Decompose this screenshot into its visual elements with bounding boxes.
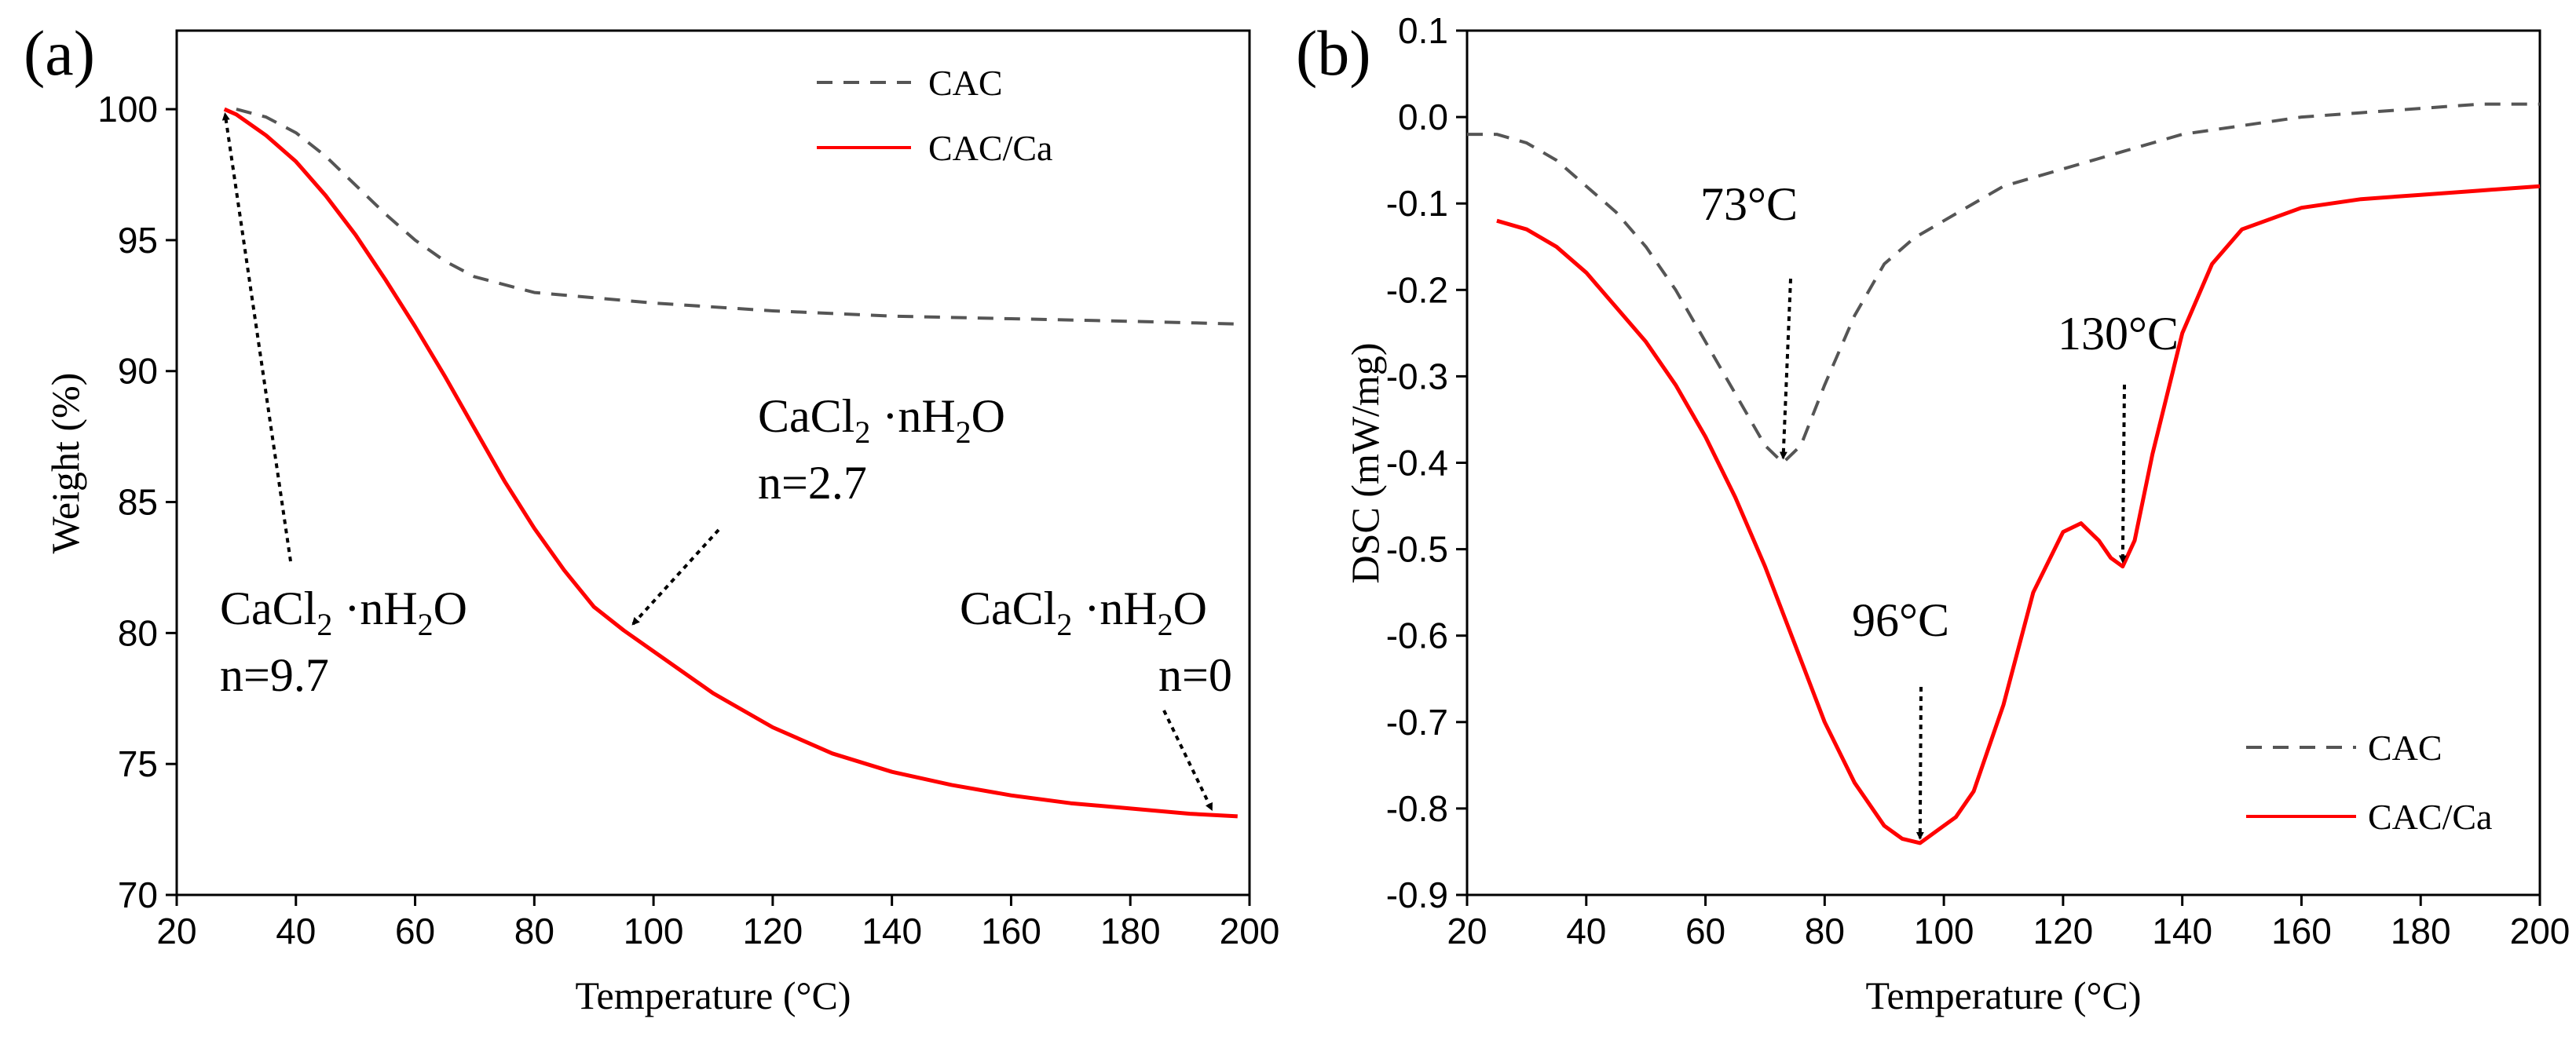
panel-b-label: (b) [1296,17,1371,89]
panel-b-x-tick-label: 140 [2152,911,2212,951]
panel-a-legend: CAC CAC/Ca [817,63,1052,168]
panel-b-x-tick-label: 200 [2510,911,2571,951]
panel-b-y-tick-label: -0.1 [1386,183,1448,224]
panel-a-annotation-2-arrow [631,528,720,626]
panel-b-x-tick-label: 100 [1914,911,1974,951]
panel-b-legend-label-cac-ca: CAC/Ca [2368,797,2492,837]
panel-a-label: (a) [24,17,95,89]
panel-b-annotation-96: 96°C [1852,594,1949,840]
panel-a-annotation-1: CaCl2 ·nH2O n=9.7 [220,112,467,701]
panel-a-ticks: 20 40 60 80 100 120 140 160 180 200 70 75 80 85 90 95 10… [97,89,1279,951]
panel-a-y-tick-label: 85 [118,482,158,523]
panel-b-y-tick-label: -0.9 [1386,875,1448,915]
panel-a-annotation-2-n: n=2.7 [758,457,867,509]
panel-a-chart: (a) 20 40 60 80 100 120 140 160 180 200 70 75 80 85 90… [24,17,1279,1017]
panel-a-frame [175,29,1251,896]
panel-b-x-tick-label: 80 [1805,911,1845,951]
panel-b-series-cac [1467,102,2540,465]
panel-b-annotation-130: 130°C [2058,308,2179,564]
panel-b-annotation-96-label: 96°C [1852,594,1949,646]
panel-a-y-tick-label: 95 [118,220,158,261]
panel-b-legend-label-cac: CAC [2368,728,2442,768]
panel-b-annotation-73-arrow [1779,278,1792,460]
panel-a-x-tick-label: 120 [743,911,803,951]
panel-b-y-tick-label: -0.5 [1386,529,1448,570]
panel-b-ticks: 20 40 60 80 100 120 140 160 180 200 -0.9 -0.8 -0.7 -0… [1386,10,2571,951]
panel-a-annotation-1-formula: CaCl2 ·nH2O [220,582,467,642]
panel-a-series-cac [236,108,1238,326]
panel-a-x-tick-label: 60 [395,911,435,951]
panel-b-x-tick-label: 180 [2391,911,2451,951]
panel-b-frame [1465,29,2541,896]
panel-b-y-tick-label: -0.3 [1386,356,1448,396]
panel-a-x-tick-label: 180 [1100,911,1161,951]
panel-a-annotation-1-n: n=9.7 [220,649,329,701]
panel-a-x-tick-label: 140 [862,911,922,951]
panel-b-y-tick-label: 0.0 [1398,97,1448,137]
panel-a-x-tick-label: 80 [514,911,554,951]
panel-a-annotation-3-formula: CaCl2 ·nH2O [960,582,1207,642]
panel-b-series-cac-ca [1496,184,2541,845]
panel-b-x-tick-label: 160 [2271,911,2332,951]
panel-a-y-tick-label: 75 [118,743,158,784]
panel-a-x-axis-title: Temperature (°C) [575,973,851,1017]
panel-b-y-axis-title: DSC (mW/mg) [1343,343,1387,584]
panel-b-annotation-73-label: 73°C [1700,178,1798,230]
panel-a-legend-label-cac: CAC [928,63,1003,103]
panel-a-annotation-3: CaCl2 ·nH2O n=0 [960,582,1232,812]
panel-b-x-tick-label: 40 [1566,911,1606,951]
panel-b-legend: CAC CAC/Ca [2246,728,2492,837]
panel-a-x-tick-label: 100 [624,911,684,951]
panel-a-annotation-3-n: n=0 [1158,649,1232,701]
panel-b-annotation-130-arrow [2118,384,2127,564]
panel-a-x-tick-label: 160 [981,911,1041,951]
panel-b-series [1467,102,2541,845]
panel-b-y-tick-label: -0.6 [1386,615,1448,656]
panel-a-annotation-1-arrow [221,112,292,562]
panel-b-annotation-96-arrow [1916,686,1924,840]
panel-a-legend-label-cac-ca: CAC/Ca [928,128,1052,168]
panel-a-annotation-2: CaCl2 ·nH2O n=2.7 [631,390,1005,626]
panel-b-y-tick-label: -0.8 [1386,788,1448,829]
panel-a-annotation-2-formula: CaCl2 ·nH2O [758,390,1005,450]
panel-b-annotation-130-label: 130°C [2058,308,2179,360]
panel-a-series-cac-ca [223,107,1238,819]
panel-a-y-tick-label: 100 [97,89,158,130]
panel-a-y-axis-title: Weight (%) [43,373,87,554]
panel-b-x-tick-label: 20 [1447,911,1487,951]
panel-b-y-tick-label: 0.1 [1398,10,1448,51]
panel-b-y-tick-label: -0.4 [1386,443,1448,484]
panel-a-y-tick-label: 90 [118,351,158,392]
panel-b-annotation-73: 73°C [1700,178,1798,460]
panel-a-y-tick-label: 80 [118,612,158,653]
panel-b-x-tick-label: 60 [1685,911,1725,951]
panel-a-series [223,107,1238,819]
panel-a-annotation-3-arrow [1162,710,1213,812]
panel-a-x-tick-label: 20 [156,911,196,951]
panel-b-y-tick-label: -0.7 [1386,702,1448,743]
panel-b-chart: (b) 20 40 60 80 100 120 140 160 180 200 -0.9 -0.8 -0… [1296,10,2570,1017]
panel-b-y-tick-label: -0.2 [1386,269,1448,310]
panel-a-x-tick-label: 40 [276,911,316,951]
panel-b-x-axis-title: Temperature (°C) [1865,973,2141,1017]
panel-b-x-tick-label: 120 [2033,911,2094,951]
panel-a-y-tick-label: 70 [118,875,158,915]
panel-a-x-tick-label: 200 [1220,911,1280,951]
